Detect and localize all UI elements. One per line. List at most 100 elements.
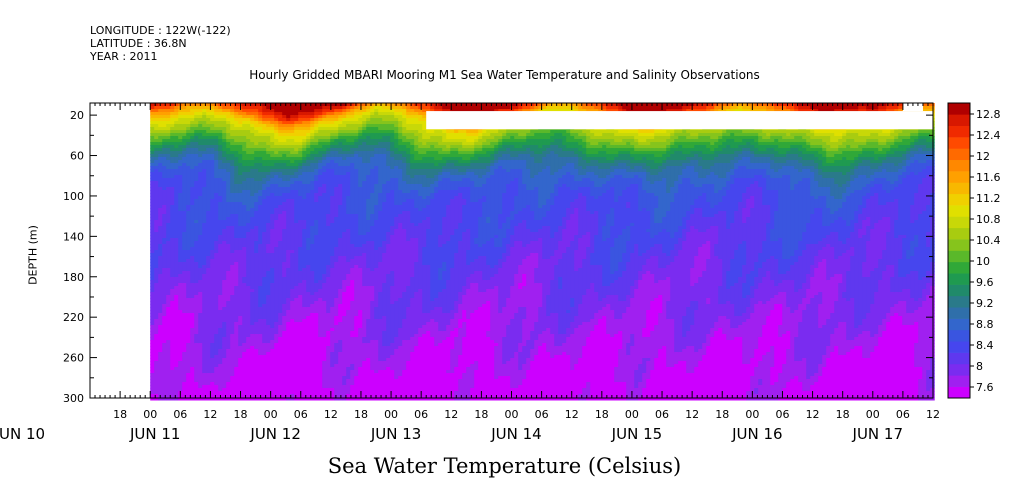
heatmap-cell <box>202 370 207 374</box>
heatmap-cell <box>242 295 247 299</box>
heatmap-cell <box>274 397 279 401</box>
heatmap-cell <box>166 130 171 134</box>
heatmap-cell <box>266 253 271 257</box>
heatmap-cell <box>314 211 319 215</box>
heatmap-cell <box>254 187 259 191</box>
heatmap-cell <box>310 148 315 152</box>
heatmap-cell <box>230 379 235 383</box>
heatmap-cell <box>258 139 263 143</box>
chart-title-wrap: Hourly Gridded MBARI Mooring M1 Sea Wate… <box>0 68 1009 82</box>
heatmap-cell <box>338 328 343 332</box>
heatmap-cell <box>302 394 307 398</box>
heatmap-cell <box>314 328 319 332</box>
heatmap-cell <box>330 223 335 227</box>
heatmap-cell <box>170 145 175 149</box>
heatmap-cell <box>206 205 211 209</box>
heatmap-cell <box>314 106 319 110</box>
heatmap-cell <box>262 106 267 110</box>
heatmap-cell <box>246 292 251 296</box>
heatmap-cell <box>214 178 219 182</box>
heatmap-cell <box>182 202 187 206</box>
heatmap-cell <box>214 343 219 347</box>
heatmap-cell <box>334 373 339 377</box>
heatmap-cell <box>230 178 235 182</box>
heatmap-cell <box>294 127 299 131</box>
heatmap-cell <box>214 184 219 188</box>
heatmap-cell <box>198 229 203 233</box>
heatmap-cell <box>338 343 343 347</box>
heatmap-cell <box>234 334 239 338</box>
heatmap-cell <box>174 340 179 344</box>
heatmap-cell <box>198 352 203 356</box>
heatmap-cell <box>290 133 295 137</box>
heatmap-cell <box>162 208 167 212</box>
heatmap-cell <box>206 103 211 107</box>
heatmap-cell <box>262 331 267 335</box>
heatmap-cell <box>294 265 299 269</box>
heatmap-cell <box>326 259 331 263</box>
heatmap-cell <box>202 292 207 296</box>
heatmap-cell <box>222 196 227 200</box>
heatmap-cell <box>174 379 179 383</box>
heatmap-cell <box>242 319 247 323</box>
heatmap-cell <box>250 331 255 335</box>
heatmap-cell <box>182 265 187 269</box>
heatmap-cell <box>226 334 231 338</box>
heatmap-cell <box>282 355 287 359</box>
heatmap-cell <box>242 112 247 116</box>
heatmap-cell <box>310 346 315 350</box>
heatmap-cell <box>346 280 351 284</box>
heatmap-cell <box>326 307 331 311</box>
heatmap-cell <box>278 262 283 266</box>
heatmap-cell <box>218 343 223 347</box>
heatmap-cell <box>162 337 167 341</box>
heatmap-cell <box>298 157 303 161</box>
heatmap-cell <box>214 340 219 344</box>
heatmap-cell <box>190 184 195 188</box>
heatmap-cell <box>198 232 203 236</box>
heatmap-cell <box>242 178 247 182</box>
heatmap-cell <box>150 241 155 245</box>
heatmap-cell <box>150 217 155 221</box>
heatmap-cell <box>306 391 311 395</box>
heatmap-cell <box>278 199 283 203</box>
heatmap-cell <box>242 151 247 155</box>
heatmap-cell <box>226 217 231 221</box>
heatmap-cell <box>238 322 243 326</box>
heatmap-cell <box>170 358 175 362</box>
heatmap-cell <box>282 265 287 269</box>
heatmap-cell <box>158 364 163 368</box>
heatmap-cell <box>162 247 167 251</box>
heatmap-cell <box>206 175 211 179</box>
heatmap-cell <box>198 370 203 374</box>
heatmap-cell <box>306 106 311 110</box>
heatmap-cell <box>178 238 183 242</box>
heatmap-cell <box>158 196 163 200</box>
heatmap-cell <box>270 397 275 401</box>
heatmap-cell <box>262 175 267 179</box>
heatmap-cell <box>330 328 335 332</box>
heatmap-cell <box>286 145 291 149</box>
heatmap-cell <box>166 307 171 311</box>
heatmap-cell <box>210 331 215 335</box>
heatmap-cell <box>238 343 243 347</box>
heatmap-cell <box>310 277 315 281</box>
heatmap-cell <box>318 331 323 335</box>
heatmap-cell <box>262 190 267 194</box>
heatmap-cell <box>306 187 311 191</box>
heatmap-cell <box>202 316 207 320</box>
heatmap-cell <box>254 166 259 170</box>
heatmap-cell <box>226 274 231 278</box>
heatmap-cell <box>278 337 283 341</box>
heatmap-cell <box>210 391 215 395</box>
heatmap-cell <box>210 340 215 344</box>
heatmap-cell <box>234 139 239 143</box>
heatmap-cell <box>238 385 243 389</box>
heatmap-cell <box>338 349 343 353</box>
heatmap-cell <box>290 391 295 395</box>
heatmap-cell <box>206 319 211 323</box>
heatmap-cell <box>298 361 303 365</box>
heatmap-cell <box>210 271 215 275</box>
heatmap-cell <box>186 256 191 260</box>
heatmap-cell <box>286 337 291 341</box>
